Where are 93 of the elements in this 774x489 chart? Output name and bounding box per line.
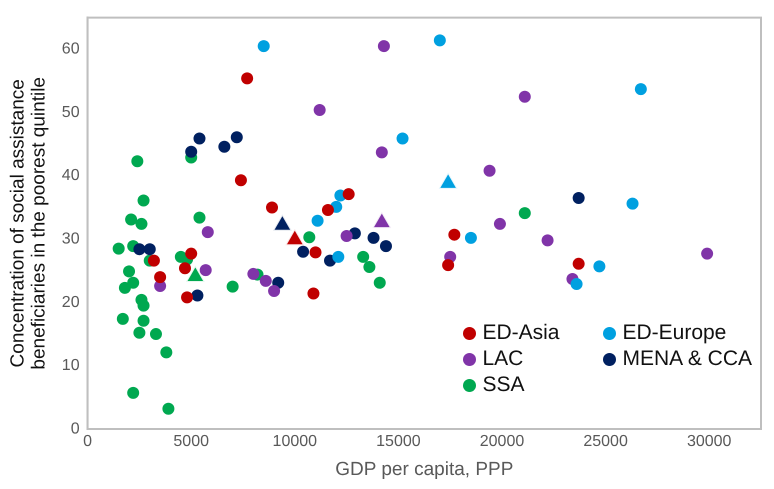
point	[542, 234, 554, 246]
point	[226, 280, 239, 293]
point	[332, 250, 344, 263]
point	[131, 155, 144, 168]
y-tick-label: 50	[62, 104, 80, 121]
point	[434, 34, 446, 46]
point	[340, 230, 353, 242]
point	[572, 258, 585, 270]
point	[442, 259, 454, 272]
x-tick-label: 30000	[686, 433, 732, 450]
x-tick-label: 25000	[583, 433, 628, 450]
point	[593, 260, 606, 272]
point	[701, 248, 714, 260]
point	[303, 231, 316, 244]
y-tick-label: 30	[62, 230, 80, 248]
point	[518, 90, 531, 103]
point	[368, 232, 380, 244]
point	[494, 218, 506, 230]
point	[363, 260, 376, 273]
x-axis-title: GDP per capita, PPP	[335, 458, 514, 480]
point	[572, 192, 585, 204]
point	[218, 140, 230, 153]
point	[185, 248, 198, 260]
point	[138, 194, 150, 207]
point	[116, 312, 129, 325]
point	[268, 285, 280, 298]
point	[357, 250, 370, 263]
point	[448, 228, 460, 241]
point	[162, 402, 174, 415]
point	[322, 204, 334, 216]
point	[202, 226, 214, 238]
point	[133, 326, 146, 339]
y-tick-label: 40	[62, 167, 80, 184]
point	[518, 207, 531, 220]
legend-label: ED-Asia	[482, 321, 560, 345]
legend-label: LAC	[482, 347, 524, 371]
x-tick-label: 20000	[480, 433, 524, 450]
point	[135, 218, 148, 230]
point	[484, 164, 496, 177]
point	[118, 282, 131, 294]
point	[123, 265, 136, 278]
legend-label: MENA & CCA	[622, 347, 752, 371]
y-axis-title: Concentration of social assistance beneficiaries in the poorest quintile	[8, 77, 50, 370]
point	[112, 242, 125, 255]
point	[193, 212, 206, 224]
y-tick-label: 20	[62, 294, 80, 311]
point	[297, 246, 310, 258]
point	[200, 264, 212, 276]
point	[342, 188, 355, 200]
point	[191, 289, 204, 302]
point	[234, 174, 247, 186]
point	[378, 40, 390, 52]
point	[260, 274, 272, 287]
point	[185, 146, 198, 158]
x-tick-label: 10000	[272, 433, 318, 450]
point	[138, 300, 150, 312]
point	[634, 83, 647, 96]
point	[266, 201, 278, 214]
point	[396, 132, 409, 144]
point	[178, 262, 191, 274]
point	[125, 214, 138, 226]
point	[570, 278, 583, 290]
legend-label: ED-Europe	[622, 321, 726, 345]
point	[241, 72, 254, 84]
y-tick-label: 60	[62, 40, 80, 58]
y-tick-label: 10	[62, 357, 80, 374]
y-tick-label: 0	[70, 420, 80, 438]
point	[258, 40, 270, 52]
point	[314, 104, 326, 116]
legend-label: SSA	[482, 373, 524, 397]
point	[374, 276, 386, 289]
point	[127, 386, 140, 399]
point	[154, 271, 166, 284]
x-tick-label: 5000	[173, 433, 210, 450]
point	[230, 131, 243, 144]
point	[626, 198, 639, 210]
point	[310, 246, 322, 258]
point	[138, 314, 150, 327]
point	[150, 328, 162, 340]
point	[181, 291, 194, 304]
point	[133, 243, 146, 256]
point	[160, 346, 172, 358]
point	[380, 240, 392, 252]
point	[247, 268, 260, 280]
point	[312, 214, 324, 227]
x-tick-label: 0	[83, 433, 92, 450]
point	[376, 146, 388, 158]
point	[148, 254, 160, 267]
point	[144, 243, 156, 256]
point	[307, 288, 320, 300]
point	[464, 232, 477, 244]
point	[193, 132, 206, 144]
x-tick-label: 15000	[376, 433, 421, 450]
